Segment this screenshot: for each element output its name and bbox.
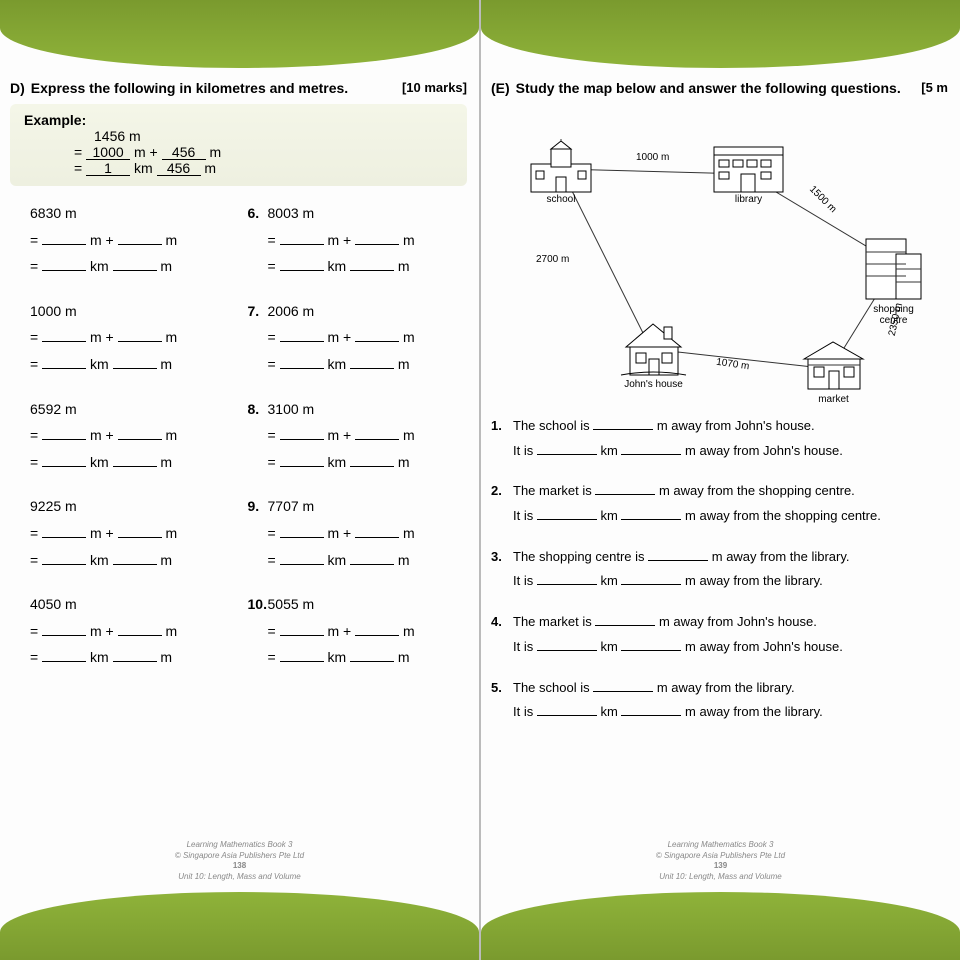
bottom-border xyxy=(481,892,960,960)
question: 3.The shopping centre is m away from the… xyxy=(491,545,948,594)
question: 2.The market is m away from the shopping… xyxy=(491,479,948,528)
exercise-item: 6592 m= m + m= km m xyxy=(10,396,230,476)
section-title: Study the map below and answer the follo… xyxy=(516,80,901,96)
section-letter: D) xyxy=(10,80,25,96)
bottom-border xyxy=(0,892,479,960)
footer-left: Learning Mathematics Book 3 © Singapore … xyxy=(0,840,479,882)
marks: [10 marks] xyxy=(402,80,467,95)
distance-label: 2700 m xyxy=(536,254,569,265)
top-border xyxy=(481,0,960,68)
right-column: 6.8003 m= m + m= km m 7.2006 m= m + m= km… xyxy=(248,200,468,689)
section-letter: (E) xyxy=(491,80,510,96)
exercise-item: 1000 m= m + m= km m xyxy=(10,298,230,378)
example-line2: = 1 km 456 m xyxy=(74,160,453,176)
exercise-item: 4050 m= m + m= km m xyxy=(10,591,230,671)
example-given: 1456 m xyxy=(94,128,453,144)
building-library: library xyxy=(711,144,786,205)
exercise-item: 8.3100 m= m + m= km m xyxy=(248,396,468,476)
footer-right: Learning Mathematics Book 3 © Singapore … xyxy=(481,840,960,882)
questions-list: 1.The school is m away from John's house… xyxy=(491,414,948,725)
exercise-columns: 6830 m= m + m= km m 1000 m= m + m= km m 65… xyxy=(10,200,467,689)
question: 5.The school is m away from the library.… xyxy=(491,676,948,725)
left-column: 6830 m= m + m= km m 1000 m= m + m= km m 65… xyxy=(10,200,230,689)
building-market: market xyxy=(796,339,871,405)
distance-label: 1000 m xyxy=(636,152,669,163)
map-diagram: schoollibraryshoppingcentreJohn's housem… xyxy=(491,104,948,404)
exercise-item: 7.2006 m= m + m= km m xyxy=(248,298,468,378)
exercise-item: 6.8003 m= m + m= km m xyxy=(248,200,468,280)
top-border xyxy=(0,0,479,68)
question: 1.The school is m away from John's house… xyxy=(491,414,948,463)
section-title: Express the following in kilometres and … xyxy=(31,80,348,96)
exercise-item: 9225 m= m + m= km m xyxy=(10,493,230,573)
exercise-item: 10.5055 m= m + m= km m xyxy=(248,591,468,671)
left-page: D) Express the following in kilometres an… xyxy=(0,0,479,960)
example-label: Example: xyxy=(24,112,453,128)
marks: [5 m xyxy=(921,80,948,95)
building-johns: John's house xyxy=(616,319,691,390)
example-line1: = 1000 m + 456 m xyxy=(74,144,453,160)
section-heading: (E) Study the map below and answer the fo… xyxy=(491,80,948,96)
question: 4.The market is m away from John's house… xyxy=(491,610,948,659)
right-page: (E) Study the map below and answer the fo… xyxy=(479,0,960,960)
section-heading: D) Express the following in kilometres an… xyxy=(10,80,467,96)
example-box: Example: 1456 m = 1000 m + 456 m = 1 km … xyxy=(10,104,467,186)
exercise-item: 6830 m= m + m= km m xyxy=(10,200,230,280)
open-book: D) Express the following in kilometres an… xyxy=(0,0,960,960)
building-school: school xyxy=(526,139,596,205)
exercise-item: 9.7707 m= m + m= km m xyxy=(248,493,468,573)
